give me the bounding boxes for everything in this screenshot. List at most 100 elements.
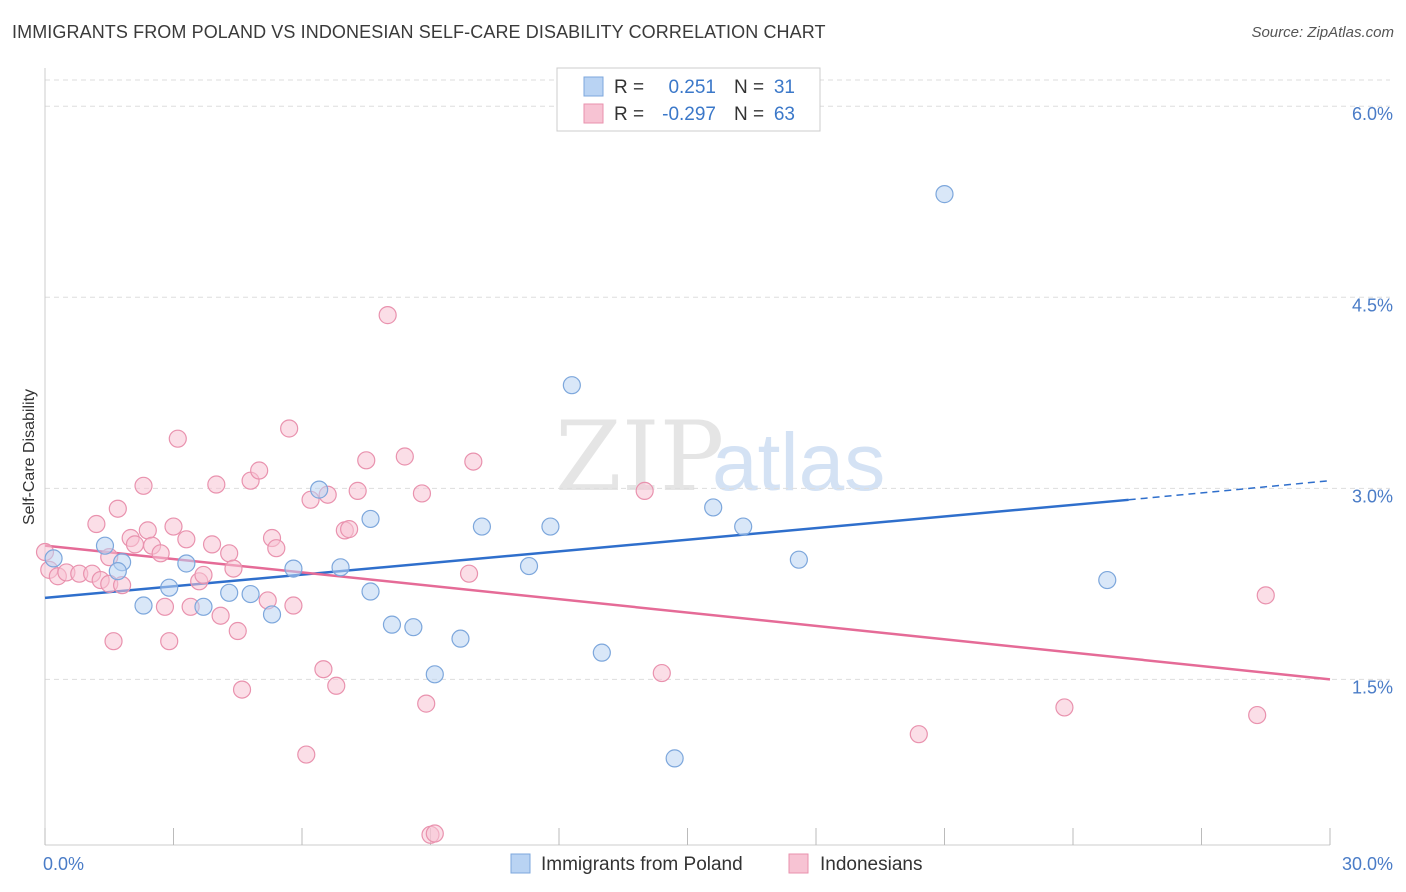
point-indonesians	[138, 521, 157, 540]
point-indonesians	[1256, 586, 1275, 605]
point-indonesians	[168, 429, 187, 448]
legend-r-value-indonesians: -0.297	[662, 104, 716, 125]
legend: R = 0.251 N = 31 R = -0.297 N = 63	[556, 67, 821, 132]
series-legend-swatch-indonesians	[788, 853, 809, 874]
point-indonesians	[228, 621, 247, 641]
grid-lines	[45, 79, 1390, 680]
point-poland	[194, 597, 213, 616]
point-poland	[220, 583, 239, 602]
legend-r-label-poland: R =	[614, 77, 644, 98]
point-indonesians	[202, 535, 222, 554]
y-axis-label: Self-Care Disability	[21, 389, 38, 525]
point-indonesians	[425, 824, 444, 843]
point-poland	[472, 517, 491, 536]
point-poland	[361, 509, 380, 529]
watermark: ZIP atlas	[555, 401, 885, 513]
series-legend: Immigrants from Poland Indonesians	[510, 853, 922, 875]
point-indonesians	[314, 660, 333, 679]
point-poland	[734, 517, 753, 536]
point-indonesians	[652, 663, 671, 683]
point-indonesians	[412, 484, 432, 503]
point-indonesians	[177, 530, 196, 549]
point-poland	[361, 582, 380, 601]
trend-lines	[44, 479, 1331, 681]
legend-swatch-poland	[583, 76, 604, 97]
point-poland	[451, 629, 470, 648]
legend-r-label-indonesians: R =	[614, 104, 644, 125]
point-indonesians	[348, 481, 367, 500]
point-indonesians	[108, 499, 127, 518]
point-poland	[134, 596, 153, 615]
point-indonesians	[125, 535, 145, 554]
point-indonesians	[164, 517, 183, 536]
point-indonesians	[280, 419, 299, 438]
legend-n-value-poland: 31	[774, 77, 795, 98]
point-poland	[1098, 570, 1117, 590]
series-legend-label-indonesians: Indonesians	[820, 854, 922, 875]
point-indonesians	[160, 632, 179, 651]
point-indonesians	[395, 447, 414, 466]
x-tick-label-min: 0.0%	[43, 854, 84, 874]
point-indonesians	[284, 596, 303, 615]
point-indonesians	[1055, 698, 1074, 717]
x-ticks	[44, 828, 1331, 845]
point-indonesians	[635, 481, 654, 500]
point-indonesians	[211, 606, 230, 625]
legend-swatch-indonesians	[583, 103, 604, 124]
point-poland	[44, 549, 63, 568]
point-poland	[241, 584, 260, 604]
point-poland	[592, 643, 611, 662]
point-indonesians	[267, 539, 286, 558]
y-tick-label: 6.0%	[1352, 104, 1393, 124]
trend-line-indonesians	[44, 544, 1331, 681]
point-indonesians	[357, 451, 376, 470]
point-poland	[541, 517, 560, 536]
point-poland	[331, 558, 350, 577]
point-indonesians	[417, 694, 436, 713]
point-indonesians	[250, 461, 269, 480]
y-tick-label: 4.5%	[1352, 295, 1393, 315]
legend-n-value-indonesians: 63	[774, 104, 795, 125]
point-indonesians	[378, 306, 397, 325]
trend-line-extension-poland	[1128, 479, 1331, 501]
point-poland	[704, 498, 723, 517]
watermark-atlas: atlas	[712, 417, 885, 508]
point-poland	[108, 562, 127, 581]
point-poland	[404, 618, 423, 637]
y-tick-label: 3.0%	[1352, 486, 1393, 506]
point-indonesians	[459, 564, 479, 583]
point-indonesians	[1248, 705, 1267, 725]
series-legend-swatch-poland	[510, 853, 531, 874]
x-tick-label-max: 30.0%	[1342, 854, 1393, 874]
point-poland	[789, 550, 808, 569]
point-indonesians	[327, 676, 346, 695]
legend-n-label-poland: N =	[734, 77, 764, 98]
point-indonesians	[134, 476, 153, 495]
point-indonesians	[207, 475, 226, 494]
point-indonesians	[232, 680, 252, 699]
point-indonesians	[151, 544, 170, 563]
chart-title: IMMIGRANTS FROM POLAND VS INDONESIAN SEL…	[12, 22, 826, 42]
point-indonesians	[104, 632, 123, 651]
point-poland	[425, 665, 444, 684]
point-poland	[519, 556, 539, 576]
point-poland	[562, 376, 581, 395]
point-poland	[665, 749, 684, 768]
point-indonesians	[297, 745, 316, 764]
data-points	[35, 185, 1275, 844]
chart-source: Source: ZipAtlas.com	[1251, 24, 1394, 41]
point-poland	[95, 536, 115, 555]
point-poland	[284, 559, 303, 578]
point-indonesians	[194, 565, 213, 585]
point-indonesians	[224, 559, 243, 578]
point-poland	[262, 605, 282, 624]
y-tick-labels: 1.5% 3.0% 4.5% 6.0%	[1352, 104, 1393, 697]
point-indonesians	[220, 544, 239, 563]
legend-n-label-indonesians: N =	[734, 104, 764, 125]
y-tick-label: 1.5%	[1352, 677, 1393, 697]
point-poland	[177, 554, 196, 573]
point-indonesians	[155, 597, 175, 616]
series-legend-label-poland: Immigrants from Poland	[541, 854, 743, 875]
legend-r-value-poland: 0.251	[668, 77, 716, 98]
